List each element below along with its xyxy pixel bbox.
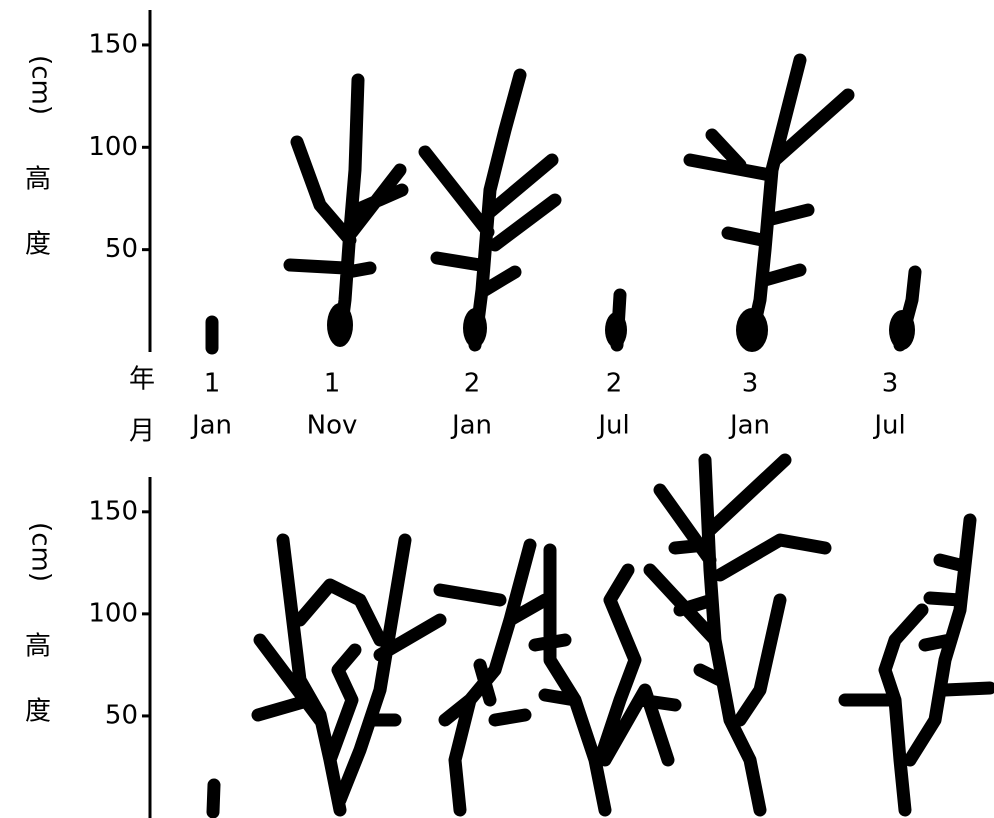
x-year-label: 1 [204, 369, 221, 399]
y-tick-label: 150 [88, 496, 138, 526]
x-month-label: Jul [596, 411, 629, 441]
x-year-label: 1 [324, 369, 341, 399]
y-tick-label: 150 [88, 29, 138, 59]
figure: 50100150(cm)高度50100150(cm)高度年月1Jan1Nov2J… [0, 0, 994, 818]
x-month-label: Jan [728, 411, 770, 441]
x-month-label: Nov [307, 411, 358, 441]
x-month-label: Jan [450, 411, 492, 441]
y-tick-label: 100 [88, 132, 138, 162]
x-month-label: Jul [872, 411, 905, 441]
y-tick-label: 50 [105, 234, 138, 264]
x-axis-label: 年 [129, 365, 155, 395]
y-tick-label: 100 [88, 598, 138, 628]
x-year-label: 3 [882, 369, 899, 399]
y-unit: (cm) [26, 55, 56, 115]
x-year-label: 2 [606, 369, 623, 399]
y-unit: (cm) [26, 522, 56, 582]
x-axis-label: 月 [129, 417, 155, 447]
x-month-label: Jan [190, 411, 232, 441]
y-label: 度 [25, 230, 51, 260]
x-year-label: 2 [464, 369, 481, 399]
y-tick-label: 50 [105, 700, 138, 730]
y-label: 高 [25, 165, 51, 195]
y-label: 度 [25, 697, 51, 727]
x-year-label: 3 [742, 369, 759, 399]
y-label: 高 [25, 632, 51, 662]
